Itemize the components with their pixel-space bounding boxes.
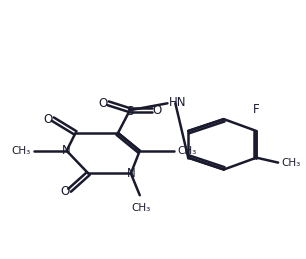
Text: O: O	[43, 113, 52, 126]
Text: O: O	[60, 185, 69, 198]
Text: N: N	[126, 167, 135, 180]
Text: CH₃: CH₃	[177, 146, 196, 156]
Text: CH₃: CH₃	[12, 146, 31, 156]
Text: O: O	[99, 97, 108, 110]
Text: HN: HN	[168, 96, 186, 109]
Text: N: N	[62, 144, 71, 157]
Text: CH₃: CH₃	[131, 203, 150, 213]
Text: S: S	[126, 105, 133, 118]
Text: CH₃: CH₃	[281, 158, 300, 168]
Text: F: F	[253, 103, 260, 116]
Text: O: O	[152, 104, 161, 117]
